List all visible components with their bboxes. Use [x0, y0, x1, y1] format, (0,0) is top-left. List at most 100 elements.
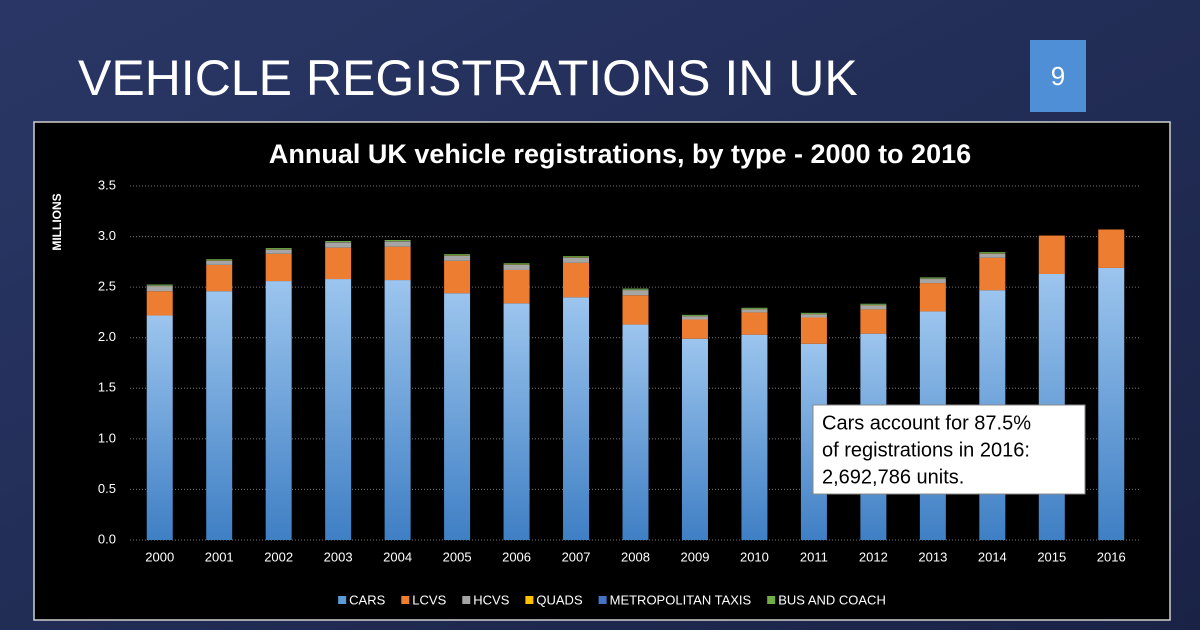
- x-tick-label: 2011: [800, 549, 828, 564]
- annotation-line: Cars account for 87.5%: [822, 412, 1031, 434]
- x-tick-label: 2008: [621, 549, 650, 564]
- bar-segment: [325, 279, 351, 540]
- y-axis-label: MILLIONS: [50, 193, 64, 250]
- legend-swatch: [462, 596, 470, 604]
- bar-segment: [801, 314, 827, 317]
- bar-segment: [147, 286, 173, 291]
- bar-segment: [682, 320, 708, 339]
- bar-segment: [206, 291, 232, 540]
- x-tick-label: 2010: [740, 549, 769, 564]
- bar-segment: [266, 248, 292, 249]
- bar-segment: [266, 250, 292, 254]
- bar-segment: [860, 305, 886, 309]
- bar-segment: [801, 317, 827, 343]
- x-tick-label: 2015: [1037, 549, 1066, 564]
- bar-segment: [623, 290, 649, 295]
- bar-segment: [860, 304, 886, 305]
- bar-segment: [504, 303, 530, 540]
- x-tick-label: 2016: [1097, 549, 1126, 564]
- bar-segment: [1098, 268, 1124, 540]
- bar-segment: [504, 270, 530, 303]
- bar-segment: [682, 316, 708, 319]
- bar-segment: [920, 277, 946, 278]
- bar-segment: [325, 248, 351, 279]
- x-tick-label: 2012: [859, 549, 888, 564]
- legend-label: BUS AND COACH: [778, 592, 886, 607]
- bar-segment: [979, 258, 1005, 290]
- bar-segment: [563, 297, 589, 540]
- x-tick-label: 2009: [681, 549, 710, 564]
- legend-label: CARS: [349, 592, 385, 607]
- x-tick-label: 2004: [383, 549, 412, 564]
- x-tick-label: 2007: [562, 549, 591, 564]
- bar-segment: [385, 247, 411, 280]
- x-tick-label: 2005: [443, 549, 472, 564]
- bar-segment: [385, 240, 411, 241]
- bar-segment: [563, 263, 589, 297]
- x-tick-label: 2003: [324, 549, 353, 564]
- legend-swatch: [767, 596, 775, 604]
- annotation-line: of registrations in 2016:: [822, 439, 1030, 461]
- bar-segment: [741, 312, 767, 334]
- y-tick-label: 1.5: [98, 380, 116, 395]
- bar-segment: [979, 252, 1005, 253]
- legend-item: METROPOLITAN TAXIS: [599, 592, 752, 607]
- bar-segment: [1098, 229, 1124, 267]
- legend-swatch: [401, 596, 409, 604]
- x-tick-label: 2002: [264, 549, 293, 564]
- bar-segment: [563, 258, 589, 263]
- legend-item: BUS AND COACH: [767, 592, 886, 607]
- bar-segment: [920, 279, 946, 283]
- bar-segment: [147, 285, 173, 286]
- bar-segment: [920, 283, 946, 311]
- bar-segment: [741, 309, 767, 312]
- legend-label: LCVS: [412, 592, 446, 607]
- y-tick-label: 0.5: [98, 481, 116, 496]
- bar-segment: [860, 309, 886, 333]
- bar-segment: [682, 315, 708, 316]
- bar-segment: [623, 289, 649, 290]
- bar-segment: [266, 281, 292, 540]
- bar-segment: [741, 335, 767, 540]
- bar-segment: [444, 254, 470, 255]
- bar-segment: [682, 339, 708, 540]
- page-number: 9: [1051, 61, 1065, 91]
- bar-segment: [147, 315, 173, 540]
- x-tick-label: 2014: [978, 549, 1007, 564]
- bar-segment: [206, 265, 232, 291]
- bar-segment: [563, 256, 589, 257]
- bar-segment: [1039, 236, 1065, 274]
- x-tick-label: 2006: [502, 549, 531, 564]
- slide-title: VEHICLE REGISTRATIONS IN UK: [78, 50, 858, 106]
- annotation-line: 2,692,786 units.: [822, 466, 964, 488]
- legend-label: METROPOLITAN TAXIS: [610, 592, 752, 607]
- bar-segment: [504, 265, 530, 270]
- bar-segment: [385, 280, 411, 540]
- legend-swatch: [338, 596, 346, 604]
- bar-segment: [206, 261, 232, 265]
- x-tick-label: 2013: [918, 549, 947, 564]
- bar-segment: [741, 308, 767, 309]
- bar-segment: [979, 254, 1005, 258]
- x-tick-label: 2001: [205, 549, 234, 564]
- x-tick-label: 2000: [145, 549, 174, 564]
- bar-segment: [623, 325, 649, 540]
- bar-segment: [444, 293, 470, 540]
- y-tick-label: 1.0: [98, 430, 116, 445]
- y-tick-label: 2.0: [98, 329, 116, 344]
- bar-segment: [801, 313, 827, 314]
- y-tick-label: 3.5: [98, 177, 116, 192]
- bar-segment: [504, 263, 530, 264]
- bar-segment: [206, 259, 232, 260]
- y-tick-label: 2.5: [98, 279, 116, 294]
- bar-segment: [623, 295, 649, 324]
- legend-label: QUADS: [536, 592, 583, 607]
- bar-segment: [385, 242, 411, 247]
- y-tick-label: 0.0: [98, 531, 116, 546]
- bar-segment: [266, 254, 292, 281]
- legend-swatch: [599, 596, 607, 604]
- bar-segment: [444, 256, 470, 261]
